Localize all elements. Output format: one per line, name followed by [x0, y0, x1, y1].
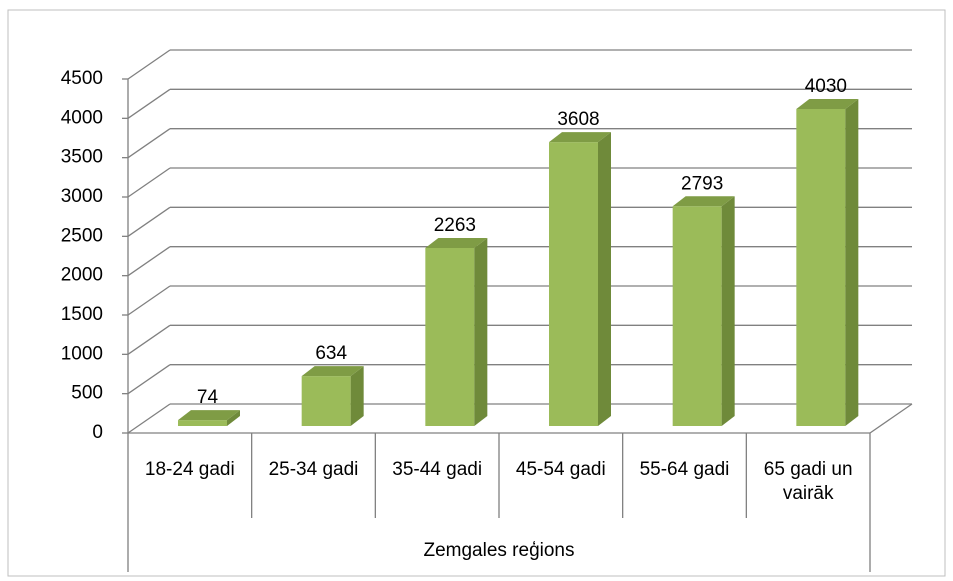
x-tick-label: 65 gadi un vairāk: [763, 459, 853, 504]
grid-line-side: [127, 206, 171, 237]
bar-face: [178, 420, 227, 426]
grid-line-side: [127, 167, 171, 198]
value-label: 74: [197, 387, 219, 408]
bar-face: [425, 247, 475, 426]
grid-line-side: [127, 49, 171, 80]
y-tick-label: 0: [92, 422, 103, 443]
value-label: 2793: [681, 173, 723, 194]
y-tick-label: 4500: [61, 68, 103, 89]
y-tick-label: 3000: [61, 186, 103, 207]
bar-face: [350, 366, 364, 426]
y-tick-label: 500: [71, 383, 103, 404]
bar-face: [796, 98, 859, 109]
floor-right: [869, 403, 913, 434]
chart-border: [7, 9, 946, 577]
bar-face: [672, 206, 722, 426]
x-tick-label: 55-64 gadi: [639, 459, 730, 480]
bar-face: [301, 366, 364, 377]
bar: [425, 237, 488, 426]
x-tick-label: 18-24 gadi: [144, 459, 235, 480]
bar-face: [227, 410, 240, 426]
bar-face: [845, 98, 859, 427]
bar-face: [474, 237, 488, 426]
y-tick-label: 2000: [61, 265, 103, 286]
y-tick-label: 1000: [61, 343, 103, 364]
grid-line-side: [127, 88, 171, 119]
bar-face: [425, 237, 488, 248]
group-label: Zemgales reģions: [423, 540, 575, 561]
value-label: 634: [315, 343, 347, 364]
bar: [549, 132, 611, 427]
bar: [672, 196, 735, 426]
value-label: 3608: [557, 109, 599, 130]
bar-face: [721, 196, 735, 426]
grid-line-side: [127, 285, 171, 316]
grid-line-side: [127, 403, 171, 434]
grid-line-side: [127, 128, 171, 159]
grid-line-side: [127, 324, 171, 355]
bar: [178, 410, 240, 426]
value-label: 2263: [434, 215, 476, 236]
y-tick-label: 3500: [61, 147, 103, 168]
bar-face: [672, 196, 735, 207]
bar-face: [549, 142, 598, 427]
bar: [796, 98, 859, 427]
x-tick-label: 45-54 gadi: [515, 459, 606, 480]
bar-face: [796, 108, 846, 427]
value-label: 4030: [805, 76, 847, 97]
bar-face: [549, 132, 611, 143]
y-tick-label: 4000: [61, 107, 103, 128]
x-tick-label: 35-44 gadi: [392, 459, 483, 480]
x-tick-label: 25-34 gadi: [268, 459, 359, 480]
bar: [301, 366, 364, 426]
bar-face: [598, 132, 611, 427]
grid-line-side: [127, 364, 171, 395]
bar-face: [178, 410, 240, 421]
y-tick-label: 2500: [61, 225, 103, 246]
grid-line-side: [127, 246, 171, 277]
y-tick-label: 1500: [61, 304, 103, 325]
bar-face: [301, 376, 351, 426]
